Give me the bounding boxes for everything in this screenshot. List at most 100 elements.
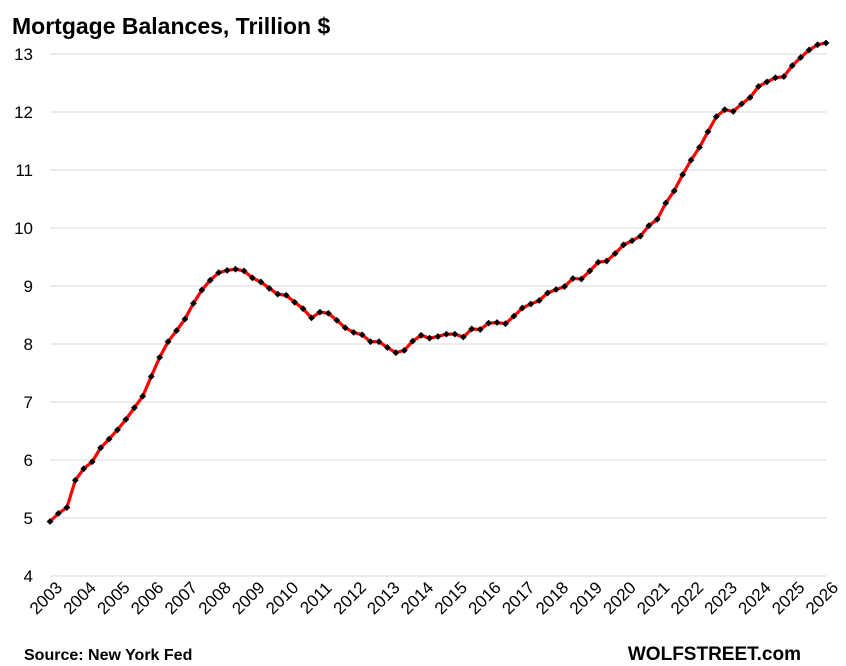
data-point — [518, 304, 526, 312]
x-tick-label: 2015 — [431, 578, 471, 618]
data-point — [493, 319, 501, 326]
x-tick-label: 2026 — [802, 578, 842, 618]
data-point — [156, 353, 164, 361]
x-tick-label: 2012 — [330, 578, 370, 618]
data-point — [459, 333, 467, 341]
data-point — [502, 320, 509, 328]
y-tick-label: 8 — [24, 335, 33, 354]
data-point — [88, 458, 96, 466]
data-point — [97, 444, 105, 452]
data-point — [417, 331, 425, 339]
x-tick-label: 2023 — [701, 578, 741, 618]
data-point — [198, 286, 206, 294]
data-point — [653, 215, 661, 223]
x-tick-label: 2024 — [735, 578, 775, 618]
data-point — [173, 327, 180, 335]
data-point — [367, 338, 374, 346]
x-tick-label: 2018 — [532, 578, 572, 618]
data-point — [358, 331, 366, 339]
data-point — [46, 518, 54, 525]
x-tick-label: 2021 — [633, 578, 673, 618]
data-point — [383, 344, 391, 351]
data-point — [215, 269, 223, 277]
data-point — [679, 171, 687, 179]
data-point — [291, 298, 299, 306]
data-point — [299, 305, 307, 313]
x-tick-label: 2016 — [465, 578, 505, 618]
data-point — [535, 297, 543, 304]
data-point — [443, 330, 450, 338]
data-point — [164, 338, 172, 346]
data-point — [729, 108, 737, 115]
data-point — [130, 404, 138, 412]
chart-title: Mortgage Balances, Trillion $ — [12, 13, 330, 39]
data-point — [822, 39, 830, 47]
y-tick-label: 9 — [24, 277, 33, 296]
y-tick-label: 6 — [24, 451, 33, 470]
x-tick-label: 2008 — [195, 578, 235, 618]
data-point — [755, 83, 762, 90]
x-tick-label: 2010 — [262, 578, 302, 618]
data-point — [63, 504, 71, 511]
data-point — [780, 73, 788, 81]
data-point — [637, 232, 644, 240]
data-point — [628, 237, 636, 245]
data-point — [71, 476, 79, 484]
x-tick-label: 2022 — [667, 578, 707, 618]
data-point — [771, 74, 779, 82]
x-tick-label: 2005 — [93, 578, 133, 618]
data-point — [249, 274, 256, 282]
data-point — [645, 222, 653, 230]
data-point — [738, 100, 746, 108]
data-point — [257, 278, 265, 286]
data-point — [375, 338, 383, 346]
series-group — [46, 39, 830, 525]
data-point — [114, 426, 121, 434]
data-point — [333, 316, 341, 324]
y-tick-label: 4 — [24, 567, 33, 586]
y-tick-label: 12 — [14, 103, 33, 122]
data-point — [696, 143, 703, 151]
data-point — [274, 290, 282, 298]
gridlines — [50, 53, 826, 577]
data-point — [265, 284, 273, 292]
x-tick-label: 2025 — [768, 578, 808, 618]
x-tick-label: 2007 — [161, 578, 201, 618]
data-point — [105, 435, 113, 443]
x-tick-label: 2009 — [228, 578, 268, 618]
data-point — [704, 128, 712, 136]
data-point — [485, 319, 493, 327]
data-point — [232, 265, 239, 273]
data-point — [189, 300, 197, 307]
data-point — [670, 187, 678, 195]
series-line — [48, 41, 828, 524]
y-axis-ticks: 4 5 6 7 8 9 10 11 12 13 — [14, 45, 33, 586]
wolfstreet-brand: WOLFSTREET.com — [628, 644, 801, 665]
x-tick-label: 2004 — [60, 578, 100, 618]
y-tick-label: 7 — [24, 393, 33, 412]
data-point — [746, 94, 754, 101]
y-tick-label: 11 — [15, 161, 33, 180]
data-point — [434, 333, 442, 340]
source-note: Source: New York Fed — [24, 647, 192, 664]
data-point — [687, 156, 695, 164]
data-point — [350, 329, 358, 336]
x-tick-label: 2014 — [397, 578, 437, 618]
data-point — [510, 312, 518, 320]
x-tick-label: 2006 — [127, 578, 167, 618]
x-tick-label: 2020 — [600, 578, 640, 618]
data-point — [721, 106, 729, 114]
y-tick-label: 10 — [14, 219, 33, 238]
data-point — [763, 78, 771, 86]
x-tick-label: 2017 — [498, 578, 538, 618]
data-point — [181, 315, 189, 323]
x-tick-label: 2011 — [296, 578, 335, 617]
y-tick-label: 5 — [24, 509, 33, 528]
data-point — [662, 199, 670, 207]
data-point — [712, 113, 720, 121]
x-tick-label: 2013 — [363, 578, 403, 618]
data-point — [223, 266, 231, 274]
x-tick-label: 2019 — [566, 578, 606, 618]
data-point — [122, 416, 130, 423]
